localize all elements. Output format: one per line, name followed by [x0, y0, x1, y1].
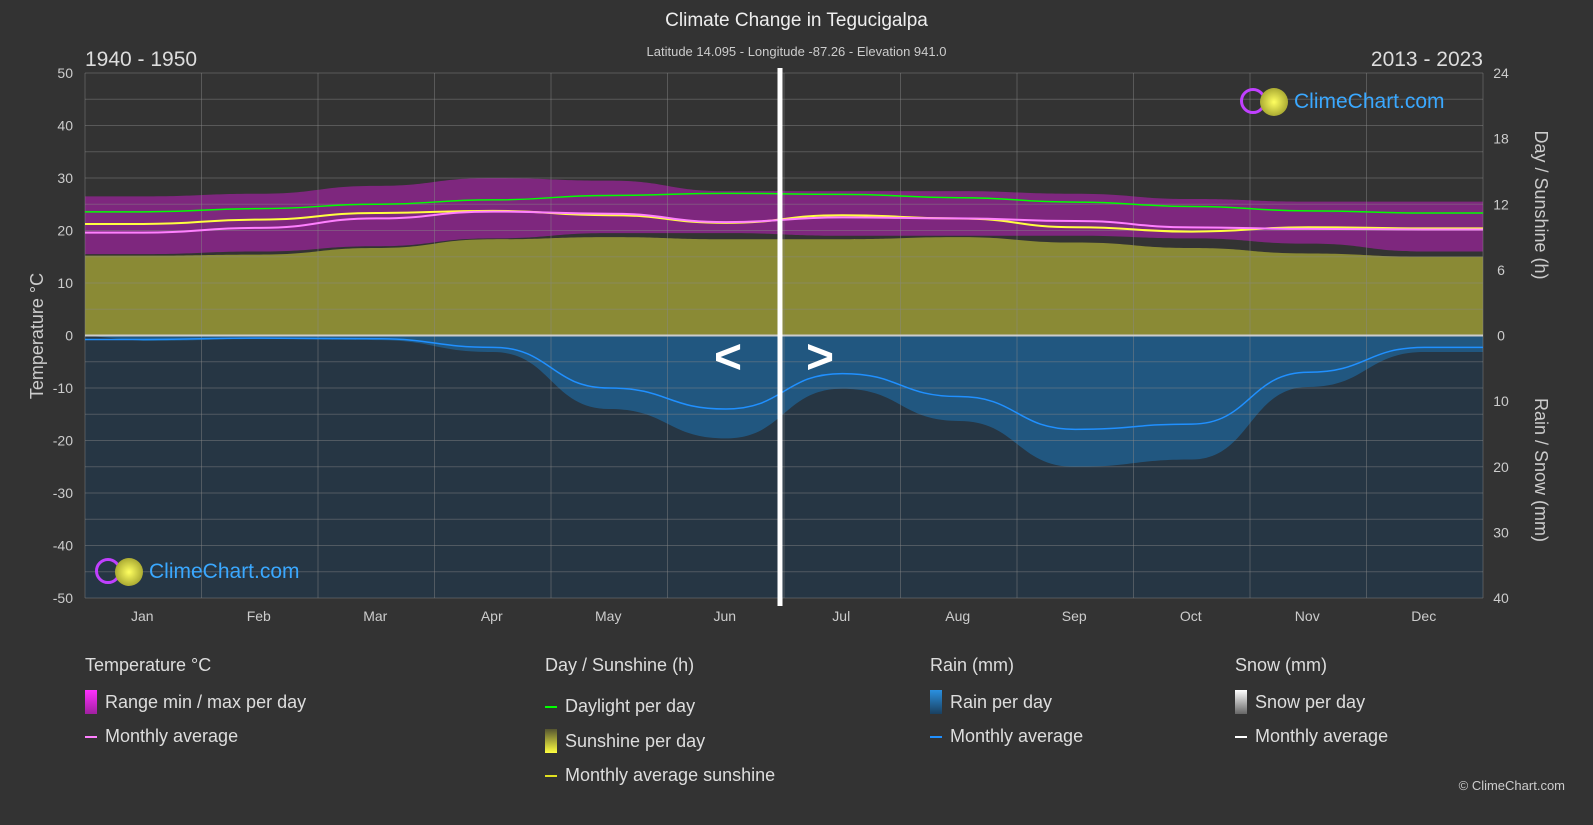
x-tick-oct: Oct	[1180, 608, 1202, 624]
line-swatch-icon	[545, 705, 557, 708]
y-tick-right-rain: 10	[1493, 393, 1509, 409]
logo-text: ClimeChart.com	[149, 560, 300, 583]
y-tick-right-sunshine: 24	[1493, 65, 1509, 81]
x-tick-dec: Dec	[1411, 608, 1436, 624]
y-tick-left: -40	[53, 538, 73, 554]
x-tick-may: May	[595, 608, 621, 624]
x-tick-nov: Nov	[1295, 608, 1320, 624]
legend-item-rain: Rain per day	[930, 690, 1083, 714]
logo-icon	[1240, 88, 1290, 116]
y-tick-left: 50	[57, 65, 73, 81]
legend-item-snow-avg: Monthly average	[1235, 726, 1388, 747]
legend-item-temp-range: Range min / max per day	[85, 690, 306, 714]
temp-range-area	[85, 178, 1483, 255]
logo-icon	[95, 558, 145, 586]
x-tick-jul: Jul	[832, 608, 850, 624]
legend-header: Day / Sunshine (h)	[545, 655, 695, 675]
y-tick-right-rain: 30	[1493, 524, 1509, 540]
legend-item-temp-avg: Monthly average	[85, 726, 306, 747]
legend-temperature: Temperature °C Range min / max per day M…	[85, 655, 306, 747]
x-tick-apr: Apr	[481, 608, 503, 624]
y-tick-left: -30	[53, 485, 73, 501]
y-tick-right-rain: 40	[1493, 590, 1509, 606]
temp-avg-line	[85, 210, 1483, 234]
legend-label: Range min / max per day	[105, 691, 307, 712]
legend-rain: Rain (mm) Rain per day Monthly average	[930, 655, 1083, 747]
y-tick-left: -10	[53, 380, 73, 396]
snow-swatch-icon	[1235, 690, 1247, 714]
y-axis-label-right-top: Day / Sunshine (h)	[1531, 130, 1551, 279]
legend-label: Daylight per day	[565, 696, 696, 716]
line-swatch-icon	[85, 735, 97, 738]
legend-label: Monthly average sunshine	[565, 765, 776, 785]
x-tick-feb: Feb	[247, 608, 271, 624]
y-tick-left: -20	[53, 433, 73, 449]
next-period-button[interactable]: >	[806, 331, 835, 384]
legend-header: Temperature °C	[85, 655, 212, 675]
y-tick-left: 20	[57, 223, 73, 239]
legend-label: Sunshine per day	[565, 730, 706, 751]
y-tick-left: 0	[65, 328, 73, 344]
x-tick-jun: Jun	[713, 608, 736, 624]
rain-swatch-icon	[930, 690, 942, 714]
sunshine-area	[85, 237, 1483, 336]
legend-header: Rain (mm)	[930, 655, 1014, 675]
line-swatch-icon	[545, 774, 557, 777]
copyright: © ClimeChart.com	[1458, 778, 1565, 793]
legend-header: Snow (mm)	[1235, 655, 1328, 675]
period-left: 1940 - 1950	[85, 48, 198, 71]
y-tick-left: 30	[57, 170, 73, 186]
y-tick-right-sunshine: 6	[1497, 262, 1505, 278]
legend-label: Rain per day	[950, 691, 1053, 712]
logo-text: ClimeChart.com	[1294, 90, 1445, 113]
daylight-line	[85, 192, 1483, 214]
line-swatch-icon	[930, 735, 942, 738]
x-tick-jan: Jan	[131, 608, 154, 624]
range-swatch-icon	[85, 690, 97, 714]
legend-item-snow: Snow per day	[1235, 690, 1388, 714]
legend-sunshine: Day / Sunshine (h) Daylight per day Suns…	[545, 655, 775, 786]
x-tick-aug: Aug	[945, 608, 970, 624]
line-swatch-icon	[1235, 735, 1247, 738]
logo-bottom[interactable]: ClimeChart.com	[95, 558, 300, 586]
y-tick-left: 40	[57, 118, 73, 134]
y-tick-left: -50	[53, 590, 73, 606]
prev-period-button[interactable]: <	[714, 331, 743, 384]
legend-label: Monthly average	[105, 726, 239, 746]
chart-title: Climate Change in Tegucigalpa	[665, 10, 928, 31]
y-tick-right-sunshine: 12	[1493, 196, 1509, 212]
x-tick-mar: Mar	[363, 608, 387, 624]
y-axis-label-right-bottom: Rain / Snow (mm)	[1531, 398, 1551, 542]
y-tick-right-rain: 20	[1493, 459, 1509, 475]
chart-subtitle: Latitude 14.095 - Longitude -87.26 - Ele…	[646, 44, 947, 59]
sunshine-swatch-icon	[545, 729, 557, 753]
y-tick-right-sunshine: 18	[1493, 131, 1509, 147]
period-right: 2013 - 2023	[1370, 48, 1483, 71]
legend-item-sunshine-avg: Monthly average sunshine	[545, 765, 775, 786]
legend-item-rain-avg: Monthly average	[930, 726, 1083, 747]
legend-snow: Snow (mm) Snow per day Monthly average	[1235, 655, 1388, 747]
legend-item-daylight: Daylight per day	[545, 696, 775, 717]
y-tick-left: 10	[57, 275, 73, 291]
legend-label: Snow per day	[1255, 691, 1366, 712]
legend-label: Monthly average	[1255, 726, 1389, 746]
rain-per-day-area	[85, 335, 1483, 467]
legend-label: Monthly average	[950, 726, 1084, 746]
legend-item-sunshine: Sunshine per day	[545, 729, 775, 753]
logo-top[interactable]: ClimeChart.com	[1240, 88, 1445, 116]
rain-avg-line	[85, 337, 1483, 431]
x-tick-sep: Sep	[1062, 608, 1087, 624]
y-tick-right-sunshine: 0	[1497, 328, 1505, 344]
y-axis-label-left: Temperature °C	[27, 273, 47, 399]
